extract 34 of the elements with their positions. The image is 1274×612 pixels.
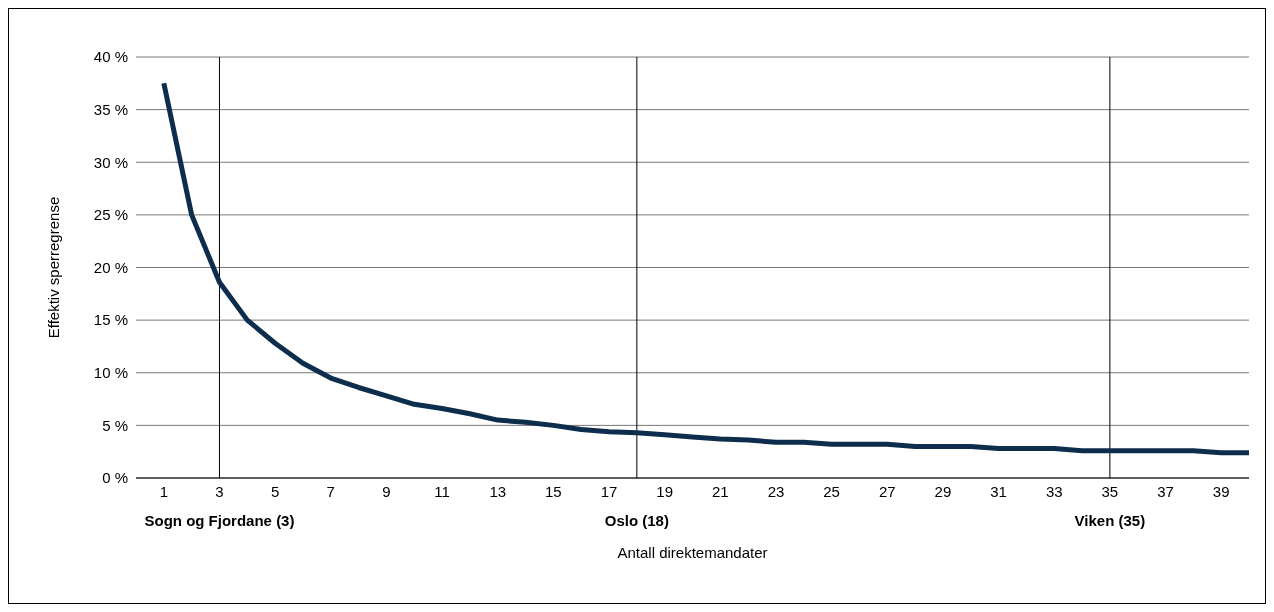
x-tick-label: 9 — [382, 482, 391, 500]
x-tick-label: 27 — [878, 482, 896, 500]
x-tick-label: 25 — [823, 482, 840, 500]
x-tick-label: 15 — [545, 482, 562, 500]
ref-line-label: Oslo (18) — [604, 512, 669, 529]
x-tick-label: 11 — [434, 482, 450, 500]
x-tick-label: 17 — [600, 482, 618, 500]
y-tick-label: 30 % — [93, 153, 128, 171]
x-tick-label: 35 — [1101, 482, 1119, 500]
y-tick-label: 25 % — [93, 206, 128, 224]
x-tick-label: 39 — [1212, 482, 1230, 500]
y-tick-label: 0 % — [102, 469, 128, 487]
x-tick-label: 3 — [215, 482, 224, 500]
y-tick-label: 20 % — [93, 258, 128, 276]
x-tick-label: 1 — [159, 482, 168, 500]
x-tick-label: 29 — [934, 482, 952, 500]
y-tick-label: 15 % — [93, 311, 128, 329]
x-tick-label: 7 — [326, 482, 335, 500]
y-tick-label: 10 % — [93, 364, 128, 382]
x-axis-title: Antall direktemandater — [617, 544, 768, 561]
ref-line-label: Sogn og Fjordane (3) — [144, 512, 295, 529]
y-axis-title: Effektiv sperregrense — [45, 196, 63, 339]
ref-line-label: Viken (35) — [1074, 512, 1146, 529]
x-tick-label: 33 — [1045, 482, 1063, 500]
x-tick-label: 19 — [656, 482, 674, 500]
y-tick-label: 5 % — [102, 416, 128, 434]
x-tick-label: 13 — [489, 482, 507, 500]
x-tick-label: 31 — [990, 482, 1007, 500]
y-tick-label: 35 % — [93, 100, 128, 118]
x-tick-label: 23 — [767, 482, 785, 500]
y-tick-label: 40 % — [93, 48, 128, 66]
x-tick-label: 5 — [270, 482, 280, 500]
x-tick-label: 37 — [1157, 482, 1174, 500]
x-tick-label: 21 — [711, 482, 729, 500]
